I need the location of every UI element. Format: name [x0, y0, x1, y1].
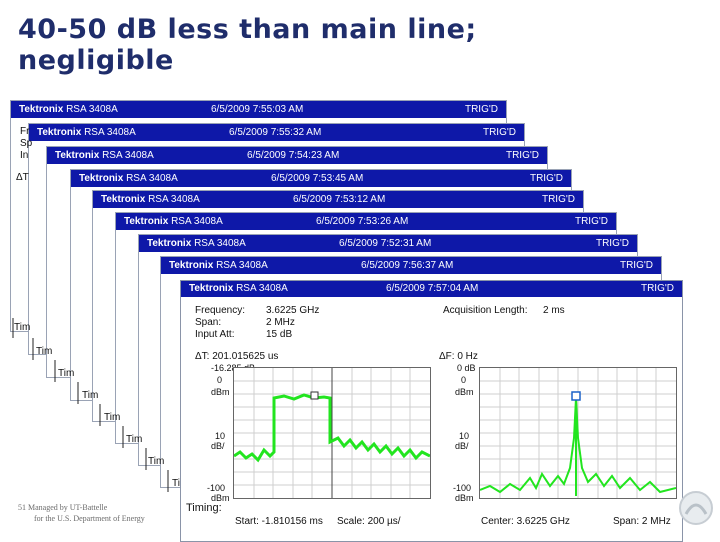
- window-titlebar[interactable]: Tektronix RSA 3408A 6/5/2009 7:56:37 AM …: [161, 257, 661, 274]
- left-ybot: -100: [207, 483, 226, 493]
- left-ymid: 10: [215, 431, 226, 441]
- left-yunit-bot: dBm: [211, 493, 230, 503]
- left-delta-t: ΔT: 201.015625 us: [195, 351, 279, 362]
- brand-label: Tektronix RSA 3408A: [55, 150, 154, 161]
- front-instrument-window[interactable]: Tektronix RSA 3408A 6/5/2009 7:57:04 AM …: [180, 280, 683, 542]
- brand-label: Tektronix RSA 3408A: [124, 216, 223, 227]
- left-scale: Scale: 200 µs/: [337, 516, 401, 527]
- right-delta-db: 0 dB: [457, 363, 476, 373]
- stacked-window-edges: [0, 308, 200, 508]
- footer-line2: for the U.S. Department of Energy: [34, 514, 145, 523]
- peek-dl: ΔT: [16, 172, 29, 183]
- front-timestamp: 6/5/2009 7:57:04 AM: [386, 283, 479, 294]
- right-yunit-top: dBm: [455, 387, 474, 397]
- acq-length-label: Acquisition Length:: [443, 305, 528, 316]
- peek-tim-2: Tim: [36, 346, 53, 357]
- right-ytop: 0: [461, 375, 467, 385]
- timestamp: 6/5/2009 7:55:32 AM: [229, 127, 322, 138]
- trig-status: TRIG'D: [574, 216, 608, 227]
- acq-length-value: 2 ms: [543, 305, 565, 316]
- trig-status: TRIG'D: [464, 104, 498, 115]
- ornl-logo-icon: [679, 491, 713, 525]
- window-titlebar[interactable]: Tektronix RSA 3408A 6/5/2009 7:53:45 AM …: [71, 170, 571, 187]
- peek-tim-6: Tim: [126, 434, 143, 445]
- right-ymid: 10: [459, 431, 470, 441]
- slide-title-line2: negligible: [18, 45, 174, 76]
- trig-status: TRIG'D: [529, 173, 563, 184]
- timestamp: 6/5/2009 7:53:26 AM: [316, 216, 409, 227]
- trig-status: TRIG'D: [482, 127, 516, 138]
- peak-marker: [571, 391, 581, 401]
- peek-fr: Fr: [20, 126, 30, 137]
- time-domain-trace: [233, 393, 431, 463]
- timestamp: 6/5/2009 7:55:03 AM: [211, 104, 304, 115]
- right-yunit-mid: dB/: [455, 441, 469, 451]
- left-ytop: 0: [217, 375, 223, 385]
- left-yunit-mid: dB/: [211, 441, 225, 451]
- brand-label: Tektronix RSA 3408A: [19, 104, 118, 115]
- front-trig-status: TRIG'D: [640, 283, 674, 294]
- frequency-label: Frequency:: [195, 305, 246, 316]
- footer-line1: 51 Managed by UT-Battelle: [18, 503, 108, 512]
- window-titlebar[interactable]: Tektronix RSA 3408A 6/5/2009 7:55:32 AM …: [29, 124, 524, 141]
- right-delta-f: ΔF: 0 Hz: [439, 351, 478, 362]
- right-yunit-bot: dBm: [455, 493, 474, 503]
- stacked-edges-lines: [12, 318, 169, 492]
- trig-status: TRIG'D: [541, 194, 575, 205]
- peek-tim-1: Tim: [14, 322, 31, 333]
- peek-tim-4: Tim: [82, 390, 99, 401]
- timestamp: 6/5/2009 7:52:31 AM: [339, 238, 432, 249]
- front-titlebar[interactable]: Tektronix RSA 3408A 6/5/2009 7:57:04 AM …: [181, 281, 682, 297]
- peek-in: In: [20, 150, 29, 161]
- brand-label: Tektronix RSA 3408A: [37, 127, 136, 138]
- spectrum-plot[interactable]: [479, 367, 677, 499]
- front-brand-label: Tektronix RSA 3408A: [189, 283, 288, 294]
- peek-sp: Sp: [20, 138, 33, 149]
- window-titlebar[interactable]: Tektronix RSA 3408A 6/5/2009 7:52:31 AM …: [139, 235, 637, 252]
- spectrum-trace-svg: [479, 368, 677, 498]
- marker-square: [310, 391, 319, 400]
- span-value: 2 MHz: [266, 317, 295, 328]
- peek-tim-5: Tim: [104, 412, 121, 423]
- timestamp: 6/5/2009 7:53:12 AM: [293, 194, 386, 205]
- trig-status: TRIG'D: [619, 260, 653, 271]
- span-label: Span:: [195, 317, 222, 328]
- timing-label: Timing:: [186, 502, 222, 514]
- window-titlebar[interactable]: Tektronix RSA 3408A 6/5/2009 7:55:03 AM …: [11, 101, 506, 118]
- slide-title: 40-50 dB less than main line; negligible: [18, 14, 538, 76]
- timestamp: 6/5/2009 7:56:37 AM: [361, 260, 454, 271]
- timestamp: 6/5/2009 7:53:45 AM: [271, 173, 364, 184]
- right-center: Center: 3.6225 GHz: [481, 516, 570, 527]
- brand-label: Tektronix RSA 3408A: [147, 238, 246, 249]
- trig-status: TRIG'D: [595, 238, 629, 249]
- right-ybot: -100: [453, 483, 472, 493]
- left-start: Start: -1.810156 ms: [235, 516, 323, 527]
- brand-label: Tektronix RSA 3408A: [169, 260, 268, 271]
- right-span: Span: 2 MHz: [613, 516, 671, 527]
- slide-footer: 51 Managed by UT-Battelle for the U.S. D…: [18, 502, 145, 524]
- brand-label: Tektronix RSA 3408A: [101, 194, 200, 205]
- input-att-label: Input Att:: [195, 329, 235, 340]
- frequency-value: 3.6225 GHz: [266, 305, 320, 316]
- time-domain-plot[interactable]: [233, 367, 431, 499]
- trig-status: TRIG'D: [505, 150, 539, 161]
- window-titlebar[interactable]: Tektronix RSA 3408A 6/5/2009 7:54:23 AM …: [47, 147, 547, 164]
- input-att-value: 15 dB: [266, 329, 293, 340]
- time-domain-trace-svg: [233, 368, 431, 498]
- window-titlebar[interactable]: Tektronix RSA 3408A 6/5/2009 7:53:26 AM …: [116, 213, 616, 230]
- slide-title-line1: 40-50 dB less than main line;: [18, 14, 477, 45]
- timestamp: 6/5/2009 7:54:23 AM: [247, 150, 340, 161]
- peek-tim-7: Tim: [148, 456, 165, 467]
- brand-label: Tektronix RSA 3408A: [79, 173, 178, 184]
- window-titlebar[interactable]: Tektronix RSA 3408A 6/5/2009 7:53:12 AM …: [93, 191, 583, 208]
- left-yunit-top: dBm: [211, 387, 230, 397]
- peek-tim-3: Tim: [58, 368, 75, 379]
